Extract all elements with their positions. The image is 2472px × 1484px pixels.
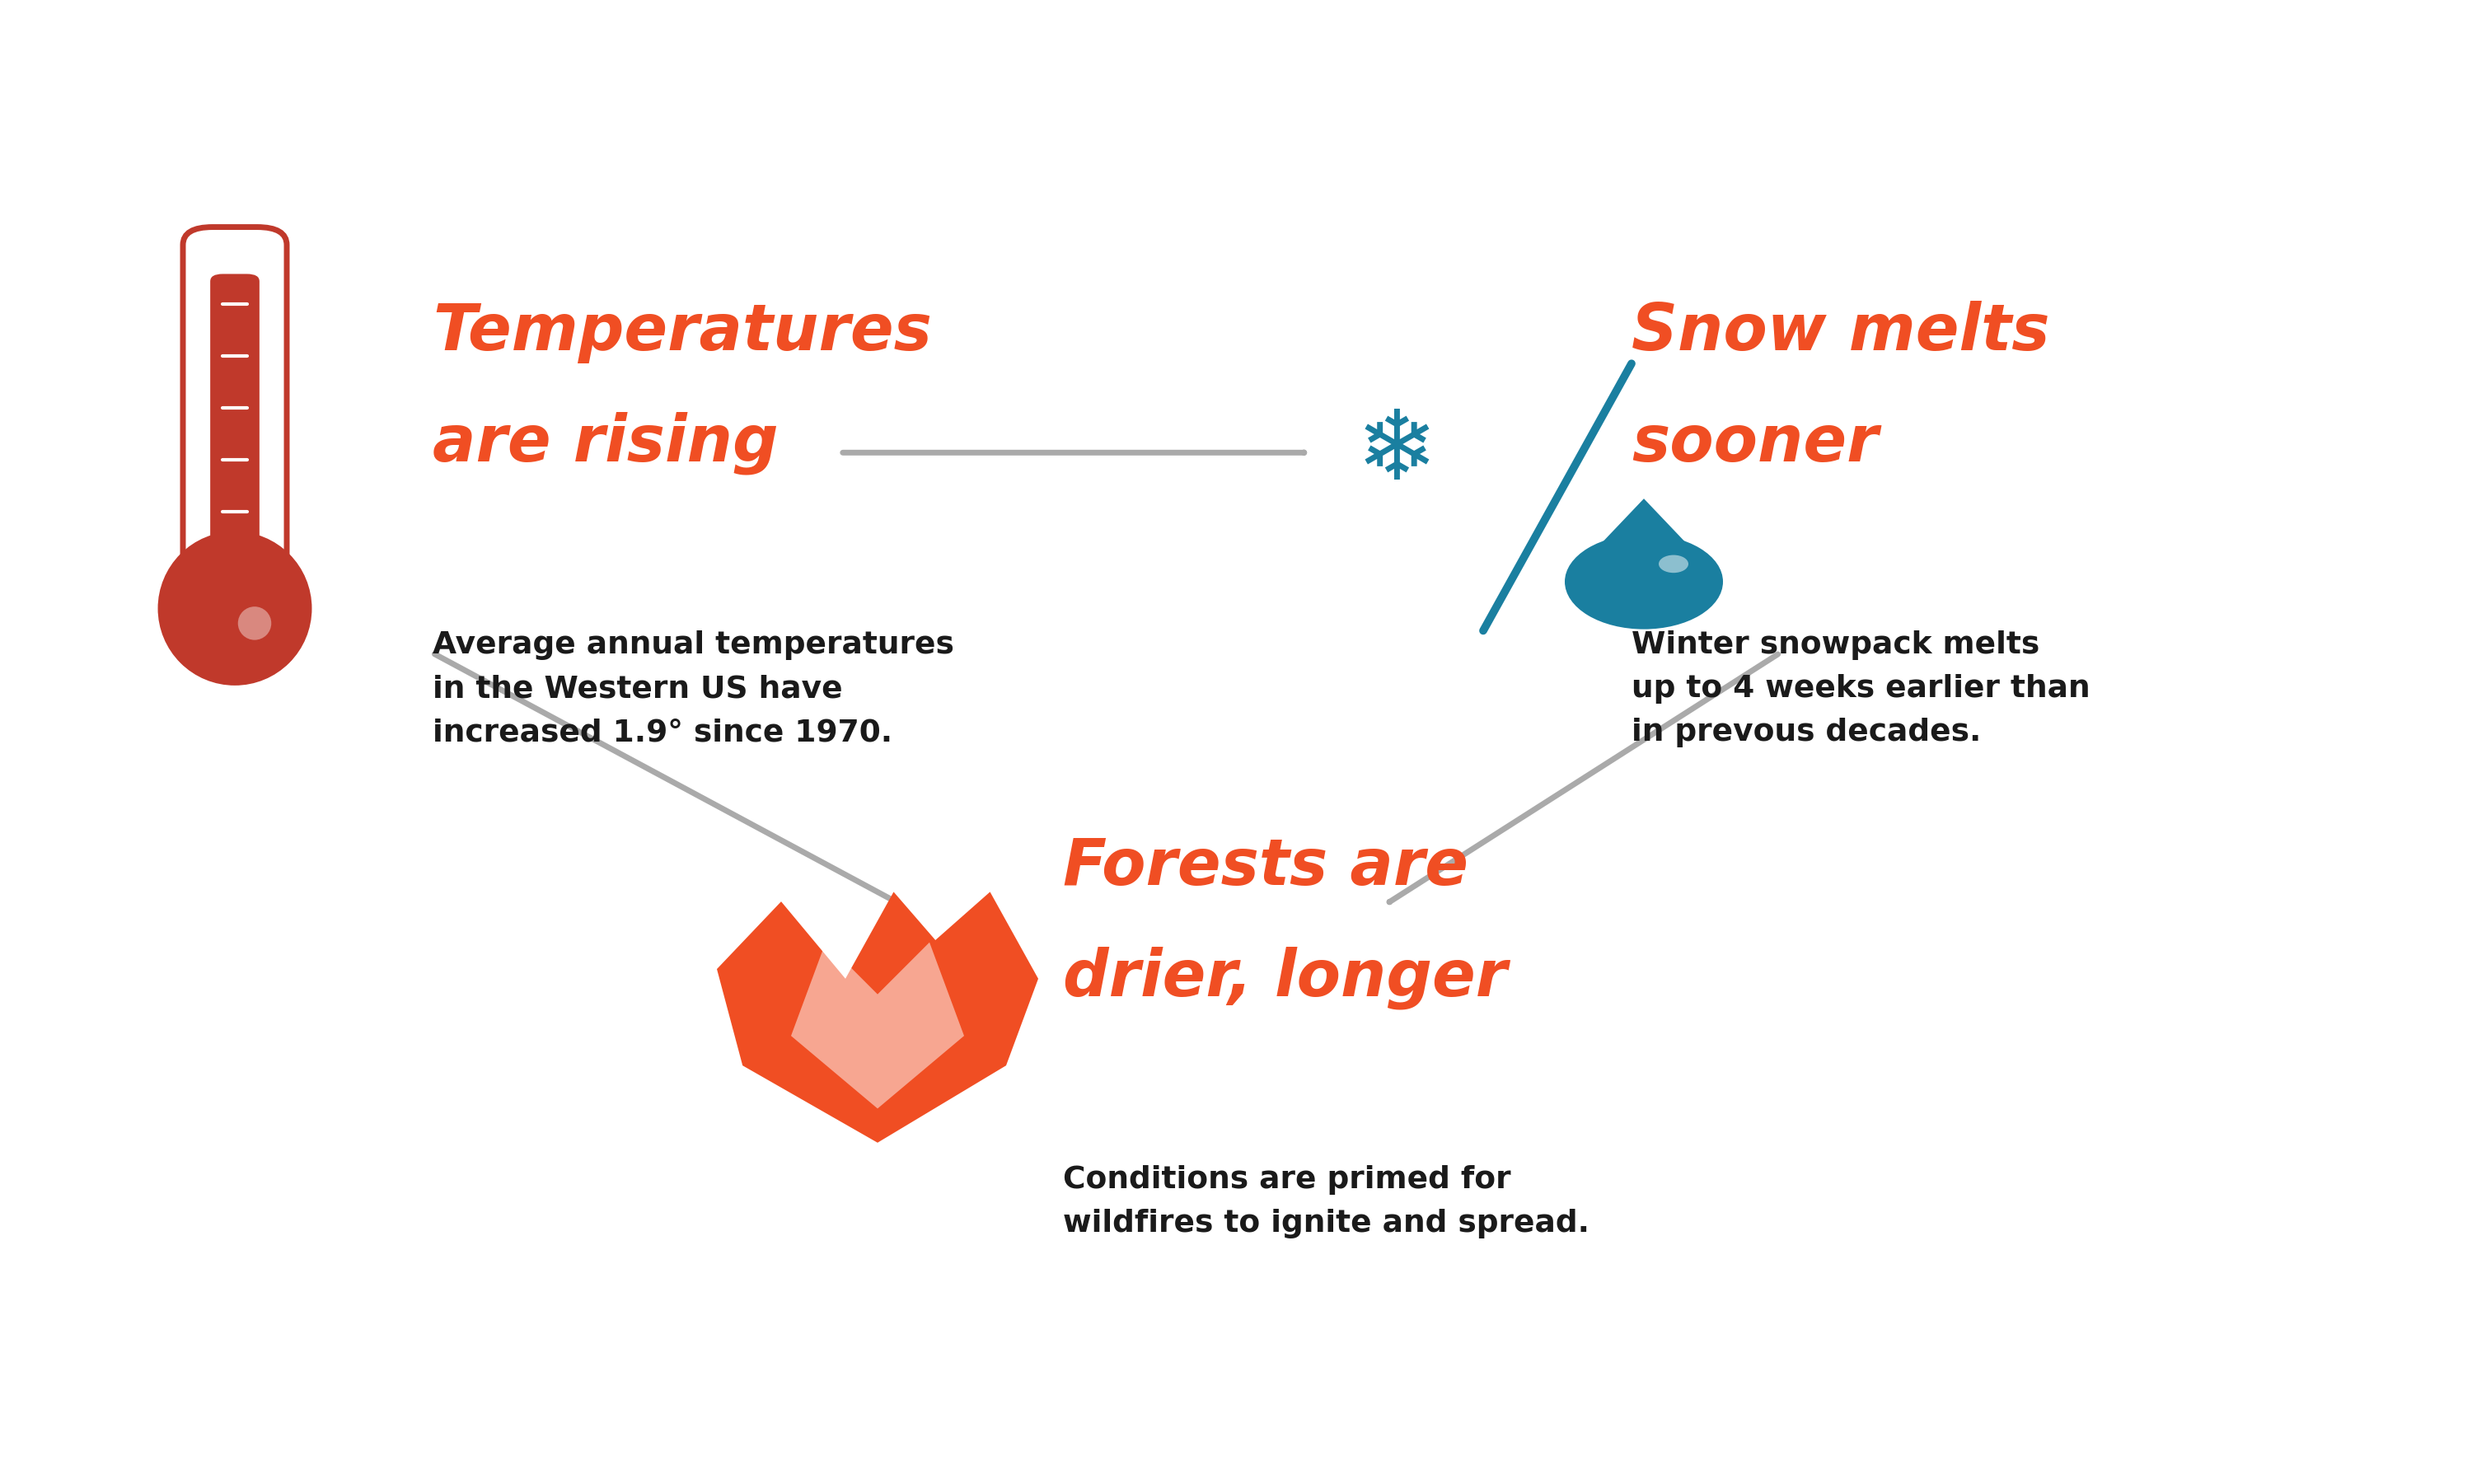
Text: Temperatures: Temperatures — [433, 301, 932, 364]
Text: Winter snowpack melts
up to 4 weeks earlier than
in prevous decades.: Winter snowpack melts up to 4 weeks earl… — [1632, 631, 2091, 748]
Ellipse shape — [1659, 555, 1688, 573]
Text: are rising: are rising — [433, 413, 779, 475]
Text: Conditions are primed for
wildfires to ignite and spread.: Conditions are primed for wildfires to i… — [1063, 1165, 1589, 1238]
Polygon shape — [717, 892, 1038, 1143]
Ellipse shape — [1565, 534, 1723, 629]
FancyBboxPatch shape — [183, 227, 287, 589]
Ellipse shape — [237, 607, 272, 640]
Text: sooner: sooner — [1632, 413, 1879, 475]
Text: Forests are: Forests are — [1063, 835, 1468, 898]
Polygon shape — [1565, 499, 1723, 582]
FancyBboxPatch shape — [210, 275, 260, 556]
Text: Snow melts: Snow melts — [1632, 301, 2049, 364]
Text: ❄: ❄ — [1357, 405, 1436, 500]
Polygon shape — [791, 942, 964, 1109]
Text: Average annual temperatures
in the Western US have
increased 1.9° since 1970.: Average annual temperatures in the Weste… — [433, 631, 954, 748]
Text: drier, longer: drier, longer — [1063, 947, 1508, 1009]
Ellipse shape — [161, 534, 309, 683]
